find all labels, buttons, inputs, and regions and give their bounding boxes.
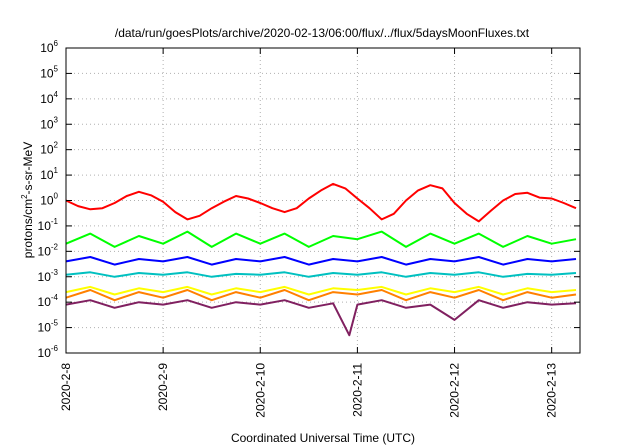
y-tick-label: 10-3 [38,268,59,284]
y-tick-label: 103 [40,115,58,131]
chart-title: /data/run/goesPlots/archive/2020-02-13/0… [115,26,530,40]
series-line-7 [65,299,577,337]
x-tick-label: 2020-2-9 [156,363,170,411]
y-tick-label: 10-6 [38,344,59,360]
series-line-6 [65,289,577,302]
series-line-1 [65,182,577,223]
y-tick-label: 10-5 [38,319,59,335]
y-tick-label: 100 [40,192,58,208]
series-layer [65,182,577,337]
y-tick-label: 104 [40,90,58,106]
x-tick-label: 2020-2-13 [545,363,559,418]
y-tick-label: 10-2 [38,242,59,258]
series-line-5 [65,285,577,296]
y-tick-label: 105 [40,64,58,80]
y-tick-label: 106 [40,39,58,55]
x-axis-label: Coordinated Universal Time (UTC) [231,431,415,445]
series-line-2 [65,230,577,248]
x-tick-label: 2020-2-8 [59,363,73,411]
series-line-3 [65,256,577,266]
x-tick-label: 2020-2-12 [448,363,462,418]
x-tick-label: 2020-2-11 [350,363,364,417]
y-tick-label: 102 [40,141,58,157]
y-tick-label: 10-4 [38,293,59,309]
x-tick-label: 2020-2-10 [253,363,267,418]
y-tick-label: 101 [40,166,58,182]
x-axis: 2020-2-8 2020-2-9 2020-2-10 2020-2-11 2020-2… [59,48,559,418]
y-axis: 10-6 10-5 10-4 10-3 10-2 10-1 100 101 102 103 104 1… [38,39,580,360]
grid-lines [65,48,580,353]
series-line-4 [65,271,577,278]
y-axis-label: protons/cm2-s-sr-MeV [20,142,35,258]
y-tick-label: 10-1 [38,217,59,233]
